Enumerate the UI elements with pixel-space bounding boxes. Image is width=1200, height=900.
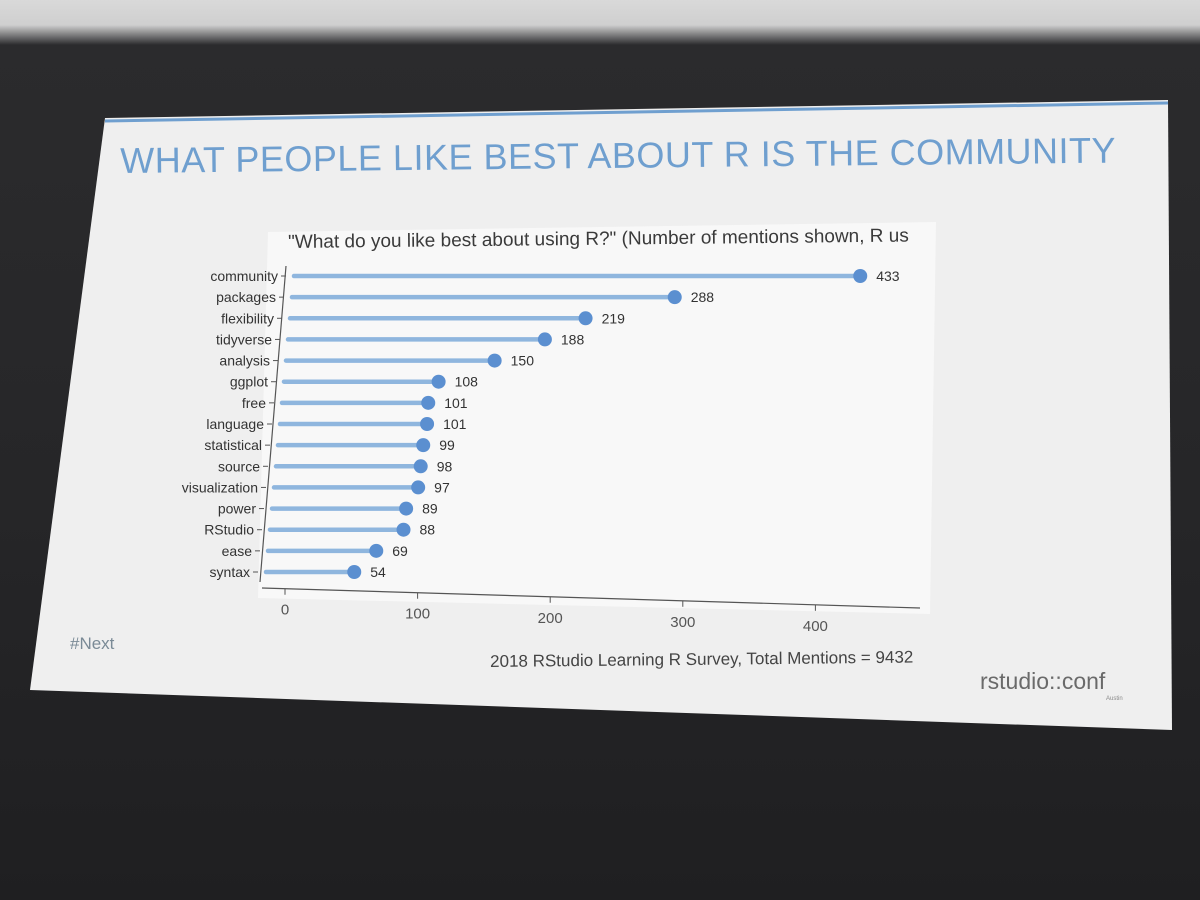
lollipop-point	[667, 290, 682, 305]
lollipop-point	[431, 374, 446, 389]
value-label: 54	[370, 564, 386, 580]
x-tick-label: 200	[538, 610, 563, 627]
value-label: 433	[876, 268, 900, 284]
category-label: statistical	[204, 437, 262, 453]
value-label: 288	[691, 289, 715, 305]
conference-logo: rstudio::conf	[980, 668, 1106, 694]
category-label: visualization	[182, 479, 258, 495]
x-tick-label: 300	[670, 614, 695, 631]
lollipop-point	[421, 395, 436, 410]
lollipop-point	[347, 565, 362, 579]
category-label: source	[218, 458, 260, 474]
lollipop-point	[369, 543, 384, 558]
lollipop-point	[537, 332, 552, 347]
value-label: 150	[511, 353, 535, 369]
value-label: 101	[444, 395, 468, 411]
category-label: flexibility	[221, 310, 274, 326]
value-label: 219	[602, 310, 626, 326]
lollipop-point	[416, 438, 431, 453]
lollipop-point	[487, 353, 502, 368]
category-label: community	[210, 268, 278, 284]
category-label: RStudio	[204, 522, 254, 538]
x-tick-label: 400	[803, 618, 828, 635]
lollipop-point	[578, 311, 593, 326]
category-label: language	[206, 416, 264, 432]
lollipop-point	[396, 522, 411, 537]
conference-logo-subtext: Austin	[1106, 696, 1123, 702]
category-label: ease	[222, 543, 253, 559]
x-tick-label: 100	[405, 606, 430, 623]
value-label: 69	[392, 543, 408, 559]
category-label: syntax	[210, 564, 250, 580]
lollipop-point	[420, 417, 435, 431]
value-label: 108	[455, 374, 479, 390]
lollipop-point	[411, 480, 426, 495]
value-label: 99	[439, 437, 455, 453]
category-label: analysis	[219, 353, 270, 369]
x-tick-label: 0	[281, 602, 289, 619]
value-label: 88	[420, 522, 436, 538]
hashtag-label: #Next	[70, 634, 115, 653]
x-axis-line	[261, 587, 921, 609]
value-label: 89	[422, 501, 438, 517]
category-label: power	[218, 501, 256, 517]
category-label: free	[242, 395, 266, 411]
lollipop-point	[413, 459, 428, 474]
lollipop-point	[853, 269, 868, 283]
category-label: ggplot	[230, 374, 268, 390]
lollipop-chart: community 433 packages 288 flexibility 219 tid…	[182, 265, 921, 635]
value-label: 188	[561, 331, 585, 347]
value-label: 101	[443, 416, 467, 432]
category-label: packages	[216, 289, 276, 305]
slide-top-rule	[104, 101, 1169, 123]
category-label: tidyverse	[216, 331, 272, 347]
chart-panel	[258, 222, 936, 614]
lollipop-point	[399, 501, 414, 516]
value-label: 98	[437, 458, 453, 474]
value-label: 97	[434, 479, 450, 495]
